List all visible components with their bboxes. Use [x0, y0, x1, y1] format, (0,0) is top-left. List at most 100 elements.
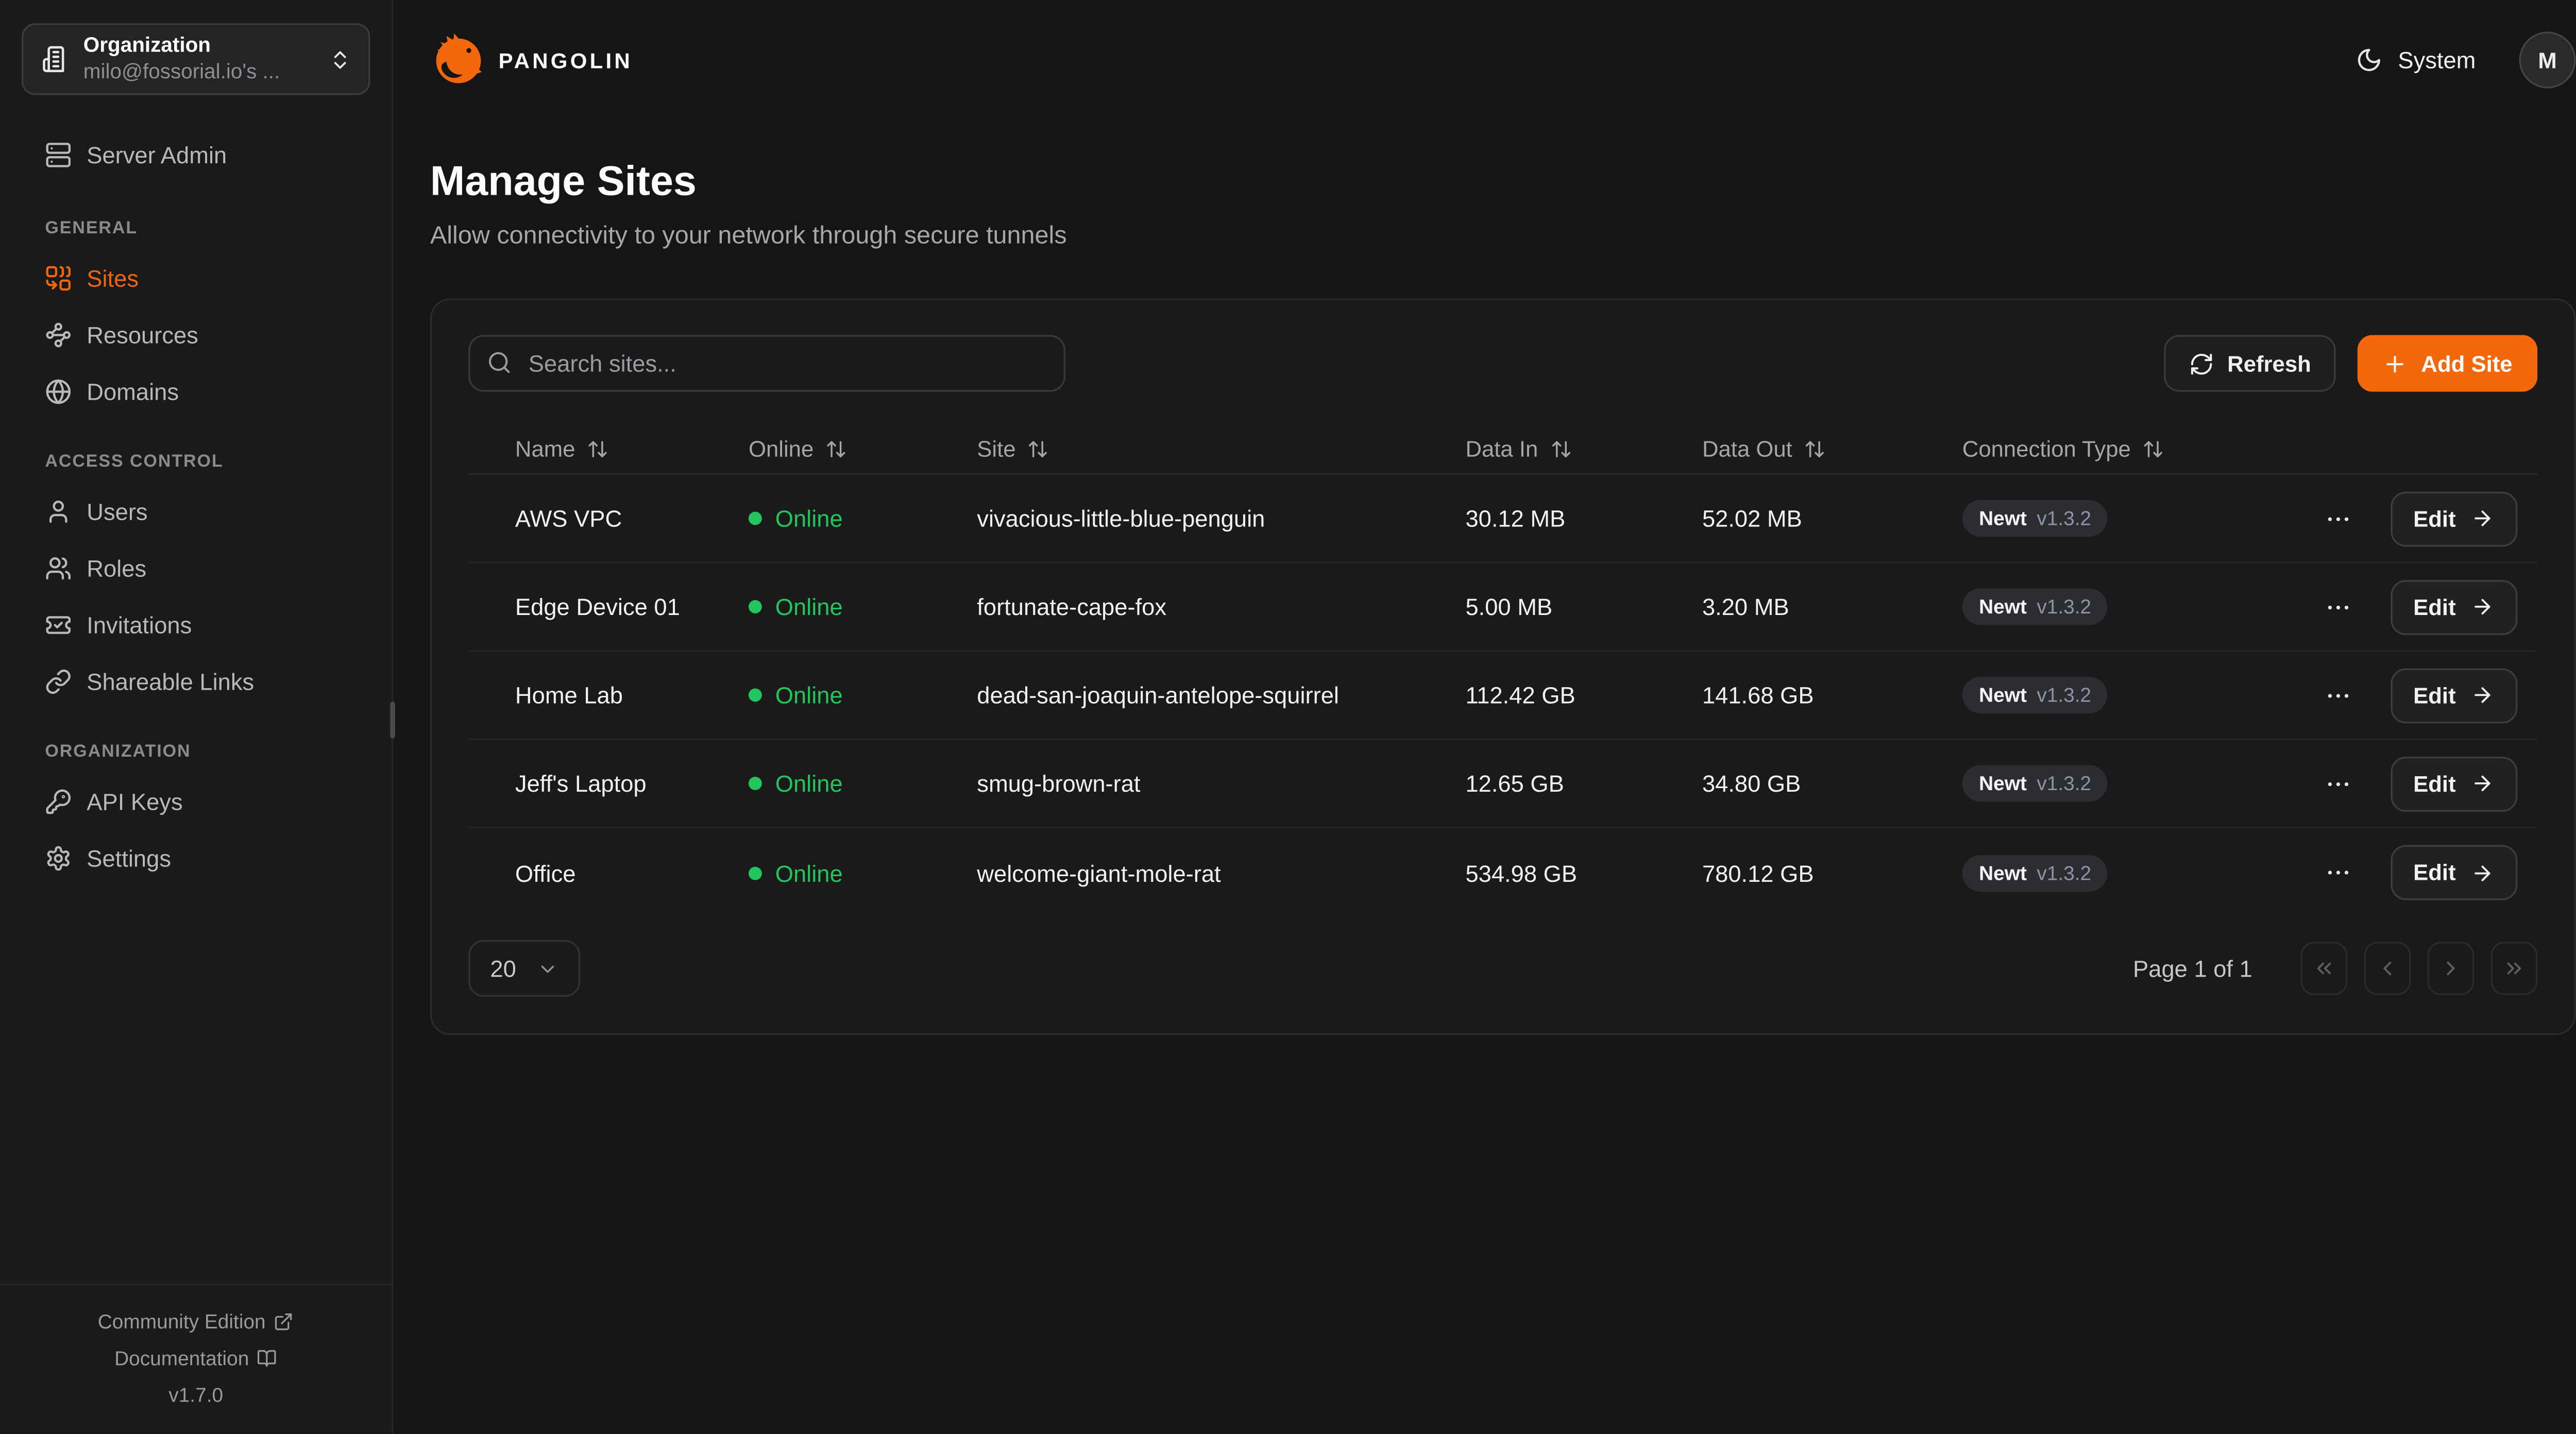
theme-toggle[interactable]: System: [2356, 46, 2476, 74]
edit-button[interactable]: Edit: [2389, 491, 2518, 546]
next-page-button[interactable]: [2427, 942, 2475, 995]
page-info: Page 1 of 1: [2133, 955, 2252, 982]
cell-data-in: 534.98 GB: [1465, 859, 1578, 886]
add-site-button[interactable]: Add Site: [2358, 335, 2538, 392]
online-dot-icon: [748, 776, 762, 790]
moon-icon: [2358, 48, 2381, 72]
community-edition-link[interactable]: Community Edition: [13, 1304, 379, 1340]
row-menu-button[interactable]: [2320, 501, 2355, 536]
brand-name: PANGOLIN: [498, 47, 633, 73]
section-label-general: GENERAL: [45, 218, 138, 238]
cell-data-in: 112.42 GB: [1465, 681, 1575, 709]
cell-data-out: 52.02 MB: [1702, 505, 1802, 532]
status-badge: Online: [748, 505, 977, 532]
sidebar-item-settings[interactable]: Settings: [22, 839, 370, 879]
online-dot-icon: [748, 600, 762, 613]
edit-button[interactable]: Edit: [2389, 579, 2518, 635]
connection-type-badge: Newt v1.3.2: [1962, 854, 2108, 891]
cell-site: vivacious-little-blue-penguin: [977, 505, 1265, 532]
row-menu-button[interactable]: [2320, 855, 2355, 890]
chevrons-left-icon: [2317, 962, 2331, 975]
sidebar-item-invitations[interactable]: Invitations: [22, 605, 370, 645]
online-dot-icon: [748, 511, 762, 525]
sort-data-out-button[interactable]: [1804, 437, 1825, 459]
sidebar-item-shareable-links[interactable]: Shareable Links: [22, 662, 370, 702]
col-online: Online: [748, 436, 814, 461]
sidebar-item-roles[interactable]: Roles: [22, 549, 370, 589]
section-label-organization: ORGANIZATION: [45, 742, 191, 762]
org-label: Organization: [83, 33, 211, 57]
arrow-right-icon: [2475, 599, 2490, 615]
previous-page-button[interactable]: [2364, 942, 2411, 995]
col-data-out: Data Out: [1702, 436, 1792, 461]
combine-icon: [46, 266, 71, 291]
last-page-button[interactable]: [2490, 942, 2538, 995]
page-size-select[interactable]: 20: [468, 940, 580, 997]
arrow-up-down-icon: [827, 440, 845, 457]
edit-button[interactable]: Edit: [2389, 756, 2518, 811]
arrow-up-down-icon: [1805, 440, 1824, 457]
status-badge: Online: [748, 682, 977, 708]
first-page-button[interactable]: [2300, 942, 2348, 995]
connection-type-badge: Newt v1.3.2: [1962, 676, 2108, 714]
topbar: PANGOLIN System M: [430, 0, 2576, 120]
arrow-right-icon: [2475, 687, 2490, 703]
app-version: v1.7.0: [168, 1383, 224, 1407]
sidebar-item-label: Resources: [87, 321, 198, 349]
status-badge: Online: [748, 770, 977, 797]
theme-label: System: [2398, 46, 2476, 74]
sort-data-in-button[interactable]: [1550, 437, 1571, 459]
search-input[interactable]: [468, 335, 1065, 392]
sidebar-nav: Server Admin GENERAL Sites Resources Dom…: [0, 95, 392, 1283]
user-avatar[interactable]: M: [2519, 31, 2576, 89]
edit-button[interactable]: Edit: [2389, 845, 2518, 900]
sidebar-item-label: Users: [87, 498, 148, 525]
connection-type-badge: Newt v1.3.2: [1962, 500, 2108, 537]
documentation-link[interactable]: Documentation: [13, 1340, 379, 1377]
sidebar-item-api-keys[interactable]: API Keys: [22, 782, 370, 822]
table-header-row: Name Online Site Data In Data Out Connec…: [468, 423, 2538, 475]
book-open-icon: [258, 1350, 277, 1367]
sort-online-button[interactable]: [825, 437, 847, 459]
sidebar-item-sites[interactable]: Sites: [22, 259, 370, 299]
sidebar-footer: Community Edition Documentation v1.7.0: [0, 1283, 392, 1433]
edit-button[interactable]: Edit: [2389, 668, 2518, 723]
arrow-up-down-icon: [588, 440, 607, 457]
sort-connection-type-button[interactable]: [2143, 437, 2164, 459]
user-icon: [49, 500, 67, 523]
col-name: Name: [515, 436, 575, 461]
connection-type-badge: Newt v1.3.2: [1962, 765, 2108, 802]
sidebar-item-label: Domains: [87, 378, 179, 405]
cell-data-out: 34.80 GB: [1702, 770, 1801, 797]
sidebar: Organization milo@fossorial.io's ... Ser…: [0, 0, 395, 1433]
sites-card: Refresh Add Site Name Online Site Data I…: [430, 298, 2576, 1035]
users-icon: [46, 557, 71, 580]
row-menu-button[interactable]: [2320, 766, 2355, 801]
cell-site: smug-brown-rat: [977, 770, 1141, 797]
row-menu-button[interactable]: [2320, 589, 2355, 624]
brand-logo-link[interactable]: PANGOLIN: [430, 32, 633, 88]
sidebar-item-label: Invitations: [87, 611, 192, 639]
org-picker[interactable]: Organization milo@fossorial.io's ...: [22, 23, 370, 95]
pangolin-logo-icon: [436, 32, 482, 82]
page-title: Manage Sites: [430, 158, 697, 206]
sidebar-item-users[interactable]: Users: [22, 492, 370, 532]
online-dot-icon: [748, 688, 762, 702]
cell-name: Jeff's Laptop: [515, 770, 647, 797]
cell-name: AWS VPC: [515, 505, 622, 532]
ellipsis-icon: [2327, 781, 2348, 786]
row-menu-button[interactable]: [2320, 677, 2355, 712]
key-icon: [46, 789, 71, 814]
table-row: Edge Device 01 Online fortunate-cape-fox…: [468, 564, 2538, 652]
sidebar-item-resources[interactable]: Resources: [22, 315, 370, 355]
arrow-right-icon: [2475, 775, 2490, 792]
sort-name-button[interactable]: [587, 437, 608, 459]
building-icon: [43, 46, 64, 73]
sidebar-item-server-admin[interactable]: Server Admin: [22, 135, 370, 175]
arrow-right-icon: [2475, 510, 2490, 526]
refresh-button[interactable]: Refresh: [2164, 335, 2336, 392]
sidebar-resize-handle[interactable]: [390, 702, 395, 739]
sidebar-item-domains[interactable]: Domains: [22, 372, 370, 412]
sidebar-item-label: API Keys: [87, 788, 183, 815]
sort-site-button[interactable]: [1027, 437, 1049, 459]
